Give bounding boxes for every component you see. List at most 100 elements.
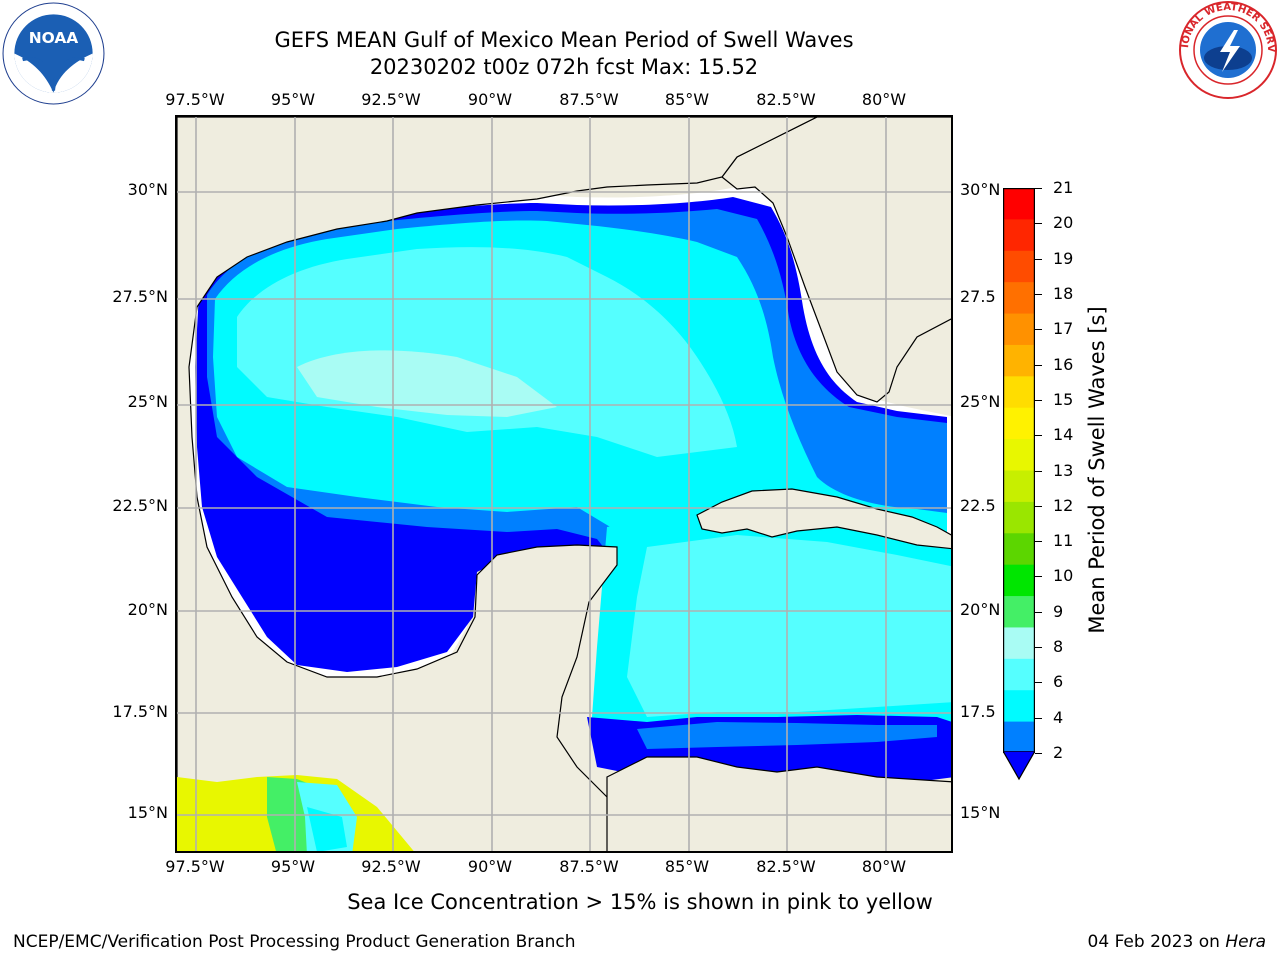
lon-label-top: 85°W <box>664 90 710 109</box>
colorbar-tick <box>1035 753 1042 754</box>
colorbar-tick-label: 20 <box>1053 213 1074 233</box>
colorbar-tick-label: 6 <box>1053 672 1064 692</box>
colorbar-tick-label: 2 <box>1053 743 1064 762</box>
lat-label-left: 15°N <box>127 803 168 822</box>
colorbar-tick-label: 12 <box>1053 495 1074 515</box>
colorbar-label: Mean Period of Swell Waves [s] <box>1085 306 1109 634</box>
colorbar-segment <box>1003 439 1035 471</box>
colorbar-tick <box>1035 223 1042 225</box>
lon-label-top: 95°W <box>270 90 316 109</box>
lat-label-left: 22.5°N <box>112 496 168 515</box>
lat-label-right: 27.5 <box>960 287 996 306</box>
colorbar-tick <box>1035 329 1042 331</box>
colorbar-tick-label: 19 <box>1053 248 1074 268</box>
lon-label-bottom: 82.5°W <box>756 857 816 876</box>
footer-host: Hera <box>1225 932 1266 952</box>
colorbar-tick <box>1035 576 1042 578</box>
lat-label-right: 22.5 <box>960 496 996 515</box>
colorbar-tick-label: 13 <box>1053 460 1074 480</box>
lon-label-top: 87.5°W <box>559 90 619 109</box>
lon-label-bottom: 85°W <box>664 857 710 876</box>
colorbar <box>1003 188 1035 753</box>
lon-label-top: 82.5°W <box>756 90 816 109</box>
colorbar-tick <box>1035 682 1042 684</box>
colorbar-tick-label: 11 <box>1053 531 1074 551</box>
colorbar-tick-label: 8 <box>1053 637 1064 657</box>
swell-period-map <box>177 117 951 851</box>
lon-label-bottom: 90°W <box>467 857 513 876</box>
colorbar-segment <box>1003 188 1035 220</box>
land-florida <box>721 117 951 403</box>
colorbar-segment <box>1003 470 1035 503</box>
colorbar-segment <box>1003 533 1035 566</box>
colorbar-segment <box>1003 219 1035 252</box>
chart-subtitle: 20230202 t00z 072h fcst Max: 15.52 <box>369 55 759 79</box>
sea-ice-region <box>307 807 347 851</box>
colorbar-tick <box>1035 399 1042 401</box>
lon-label-bottom: 92.5°W <box>361 857 421 876</box>
lon-label-top: 97.5°W <box>165 90 225 109</box>
colorbar-tick-label: 16 <box>1053 354 1074 374</box>
colorbar-tick-label: 17 <box>1053 319 1074 339</box>
lat-label-left: 25°N <box>127 392 168 411</box>
lon-label-bottom: 95°W <box>270 857 316 876</box>
svg-text:NOAA: NOAA <box>29 29 79 47</box>
colorbar-tick <box>1035 470 1042 472</box>
lat-label-left: 30°N <box>127 180 168 199</box>
colorbar-tick-label: 18 <box>1053 283 1074 303</box>
colorbar-segment <box>1003 596 1035 628</box>
colorbar-tick <box>1035 258 1042 260</box>
footer-date: 04 Feb 2023 on Hera <box>1088 932 1266 952</box>
nws-logo: NATIONAL WEATHER SERVICE <box>1178 0 1277 99</box>
colorbar-segment <box>1003 564 1035 597</box>
lat-label-left: 20°N <box>127 600 168 619</box>
map-panel <box>175 115 953 853</box>
colorbar-tick-label: 15 <box>1053 389 1074 409</box>
colorbar-under-arrow <box>1003 751 1035 781</box>
colorbar-segment <box>1003 344 1035 377</box>
sea-ice-note: Sea Ice Concentration > 15% is shown in … <box>347 890 933 914</box>
lon-label-top: 90°W <box>467 90 513 109</box>
colorbar-tick <box>1035 435 1042 437</box>
colorbar-tick-label: 9 <box>1053 601 1064 621</box>
noaa-logo: NOAA <box>2 2 105 105</box>
lon-label-top: 80°W <box>861 90 907 109</box>
colorbar-segment <box>1003 407 1035 440</box>
chart-title: GEFS MEAN Gulf of Mexico Mean Period of … <box>274 28 854 52</box>
colorbar-tick <box>1035 611 1042 613</box>
colorbar-segment <box>1003 376 1035 409</box>
colorbar-tick <box>1035 293 1042 295</box>
lat-label-left: 17.5°N <box>112 702 168 721</box>
colorbar-segment <box>1003 250 1035 283</box>
lon-label-bottom: 97.5°W <box>165 857 225 876</box>
colorbar-segment <box>1003 721 1035 753</box>
colorbar-tick <box>1035 364 1042 366</box>
colorbar-tick-label: 14 <box>1053 425 1074 445</box>
lon-label-bottom: 87.5°W <box>559 857 619 876</box>
graticule <box>177 117 951 851</box>
colorbar-segment <box>1003 501 1035 534</box>
colorbar-segment <box>1003 282 1035 315</box>
footer-credit: NCEP/EMC/Verification Post Processing Pr… <box>13 932 576 952</box>
colorbar-segment <box>1003 658 1035 691</box>
footer-date-text: 04 Feb 2023 on <box>1087 932 1226 952</box>
swell-band-lightcyan <box>627 535 951 717</box>
lat-label-right: 20°N <box>960 600 1001 619</box>
lat-label-right: 17.5 <box>960 702 996 721</box>
colorbar-segment <box>1003 627 1035 660</box>
colorbar-tick <box>1035 188 1042 189</box>
colorbar-tick <box>1035 647 1042 649</box>
lat-label-right: 25°N <box>960 392 1001 411</box>
lat-label-left: 27.5°N <box>112 287 168 306</box>
colorbar-tick-label: 10 <box>1053 566 1074 586</box>
colorbar-tick <box>1035 505 1042 507</box>
land-central-america <box>606 756 951 851</box>
lon-label-top: 92.5°W <box>361 90 421 109</box>
colorbar-tick <box>1035 541 1042 543</box>
colorbar-segment <box>1003 313 1035 346</box>
land-cuba <box>696 488 951 550</box>
lat-label-right: 30°N <box>960 180 1001 199</box>
colorbar-segment <box>1003 690 1035 723</box>
colorbar-tick <box>1035 717 1042 719</box>
lat-label-right: 15°N <box>960 803 1001 822</box>
